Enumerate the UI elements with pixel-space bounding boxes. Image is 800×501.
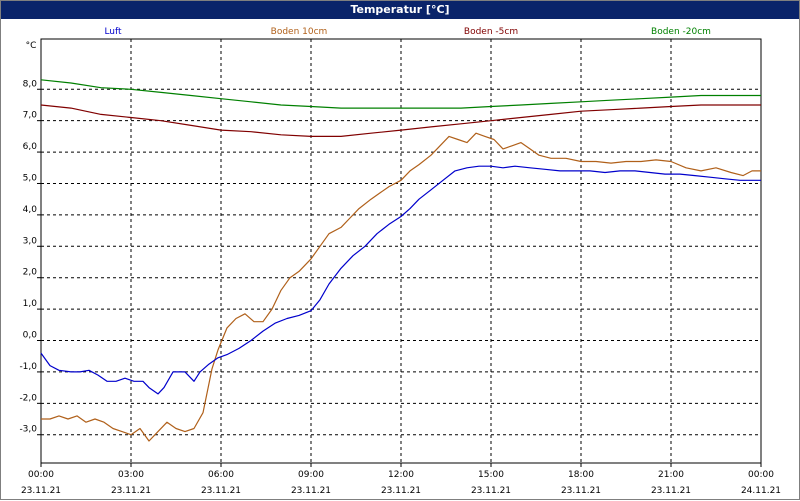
series-line-boden-20cm	[40, 79, 761, 109]
legend-entry: Boden -5cm	[464, 27, 518, 37]
x-tick-label-date: 23.11.21	[381, 486, 421, 496]
y-tick-label: -1,0	[19, 362, 37, 372]
x-tick-label-time: 21:00	[658, 470, 684, 480]
y-tick-label: 6,0	[23, 142, 38, 152]
y-tick-label: 3,0	[23, 236, 38, 246]
x-tick-label-date: 23.11.21	[651, 486, 691, 496]
x-tick-label-time: 09:00	[298, 470, 324, 480]
x-tick-label-date: 23.11.21	[291, 486, 331, 496]
x-tick-label-date: 24.11.21	[741, 486, 781, 496]
y-tick-label: 8,0	[23, 79, 38, 89]
y-tick-label: 2,0	[23, 268, 38, 278]
x-tick-label-date: 23.11.21	[561, 486, 601, 496]
legend-entry: Luft	[104, 27, 122, 37]
x-tick-label-time: 00:00	[28, 470, 54, 480]
series-line-luft	[40, 165, 761, 395]
x-tick-label-date: 23.11.21	[111, 486, 151, 496]
legend-entry: Boden -20cm	[651, 27, 711, 37]
x-tick-label-time: 12:00	[388, 470, 414, 480]
x-tick-label-time: 00:00	[748, 470, 774, 480]
legend-entry: Boden 10cm	[271, 27, 328, 37]
x-tick-label-date: 23.11.21	[201, 486, 241, 496]
y-axis-label: °C	[26, 41, 37, 51]
series-line-boden-10cm	[41, 132, 761, 442]
y-tick-label: -3,0	[19, 425, 37, 435]
y-tick-label: -2,0	[19, 393, 37, 403]
series-line-boden-5cm	[40, 104, 761, 137]
x-tick-label-time: 18:00	[568, 470, 594, 480]
x-tick-label-time: 15:00	[478, 470, 504, 480]
window-title: Temperatur [°C]	[1, 1, 799, 19]
y-tick-label: 5,0	[23, 173, 38, 183]
y-tick-label: 7,0	[23, 111, 38, 121]
y-tick-label: 4,0	[23, 205, 38, 215]
x-tick-label-date: 23.11.21	[471, 486, 511, 496]
x-tick-label-date: 23.11.21	[21, 486, 61, 496]
x-tick-label-time: 06:00	[208, 470, 234, 480]
y-tick-label: 0,0	[23, 331, 38, 341]
x-tick-label-time: 03:00	[118, 470, 144, 480]
y-tick-label: 1,0	[23, 299, 38, 309]
